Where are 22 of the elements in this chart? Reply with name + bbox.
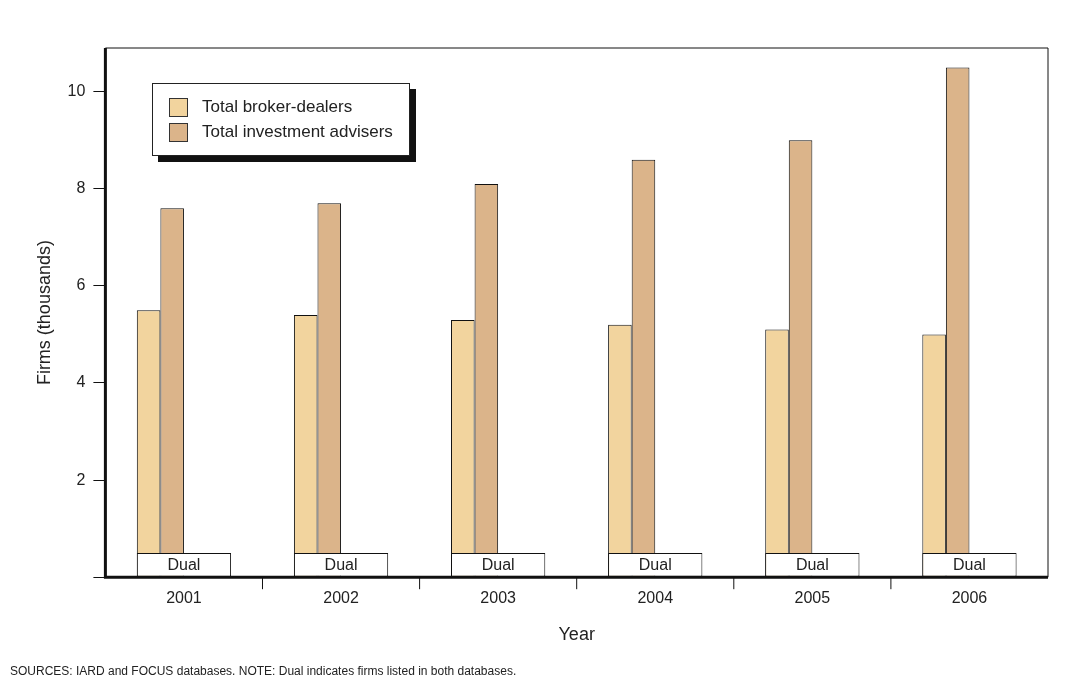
text: Dual: [324, 556, 358, 574]
x-tick-label: 2003: [480, 589, 517, 607]
text: Dual: [953, 556, 986, 574]
text: Dual: [795, 556, 829, 574]
series-label: Dual: [167, 556, 201, 574]
x-tick-label: 2001: [166, 589, 202, 607]
y-tick-label: 6: [76, 276, 86, 294]
x-tick-label: 2002: [323, 589, 359, 607]
y-tick-label: 2: [76, 470, 86, 488]
y-tick-label: 4: [76, 373, 86, 391]
source-note: SOURCES: IARD and FOCUS databases. NOTE: Dual indicates firms listed in both databases.: [10, 664, 517, 678]
y-tick-label: 8: [76, 179, 86, 197]
x-tick-label: 2004: [637, 589, 674, 607]
y-axis-title: Firms (thousands): [33, 240, 54, 386]
y-tick-label: 10: [67, 82, 86, 100]
legend-label: Total broker-dealers: [202, 97, 353, 117]
x-axis-title: Year: [558, 624, 595, 645]
legend-label: Total investment advisers: [202, 122, 393, 142]
text: Dual: [481, 556, 515, 574]
x-tick-label: 2005: [794, 589, 831, 607]
text: Dual: [638, 556, 672, 574]
x-tick-label: 2006: [951, 589, 988, 607]
